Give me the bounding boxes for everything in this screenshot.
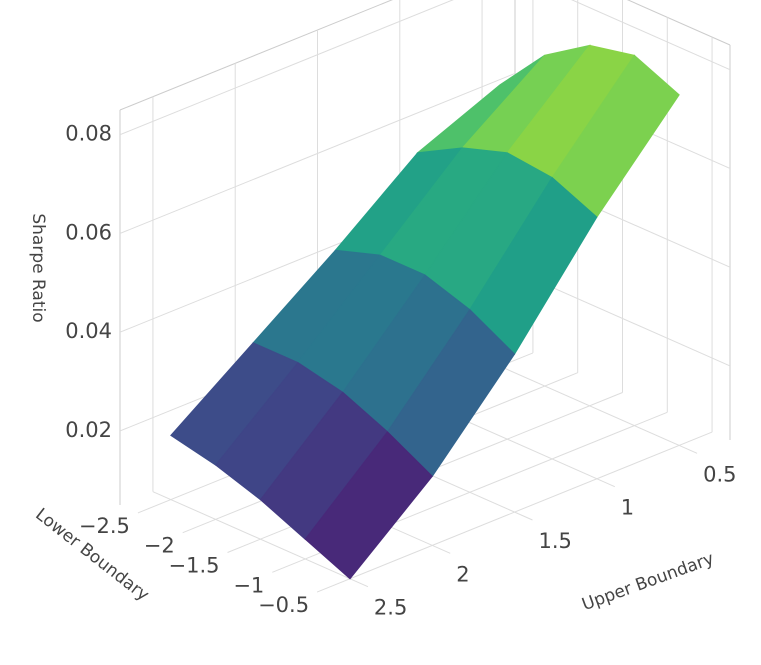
x-tick-label: −1 [233,573,264,597]
z-tick-label: 0.06 [65,220,112,244]
x-tick-label: −0.5 [258,593,309,617]
box-edge [626,0,731,46]
y-axis-title: Upper Boundary [579,549,716,615]
y-tick-label: 2.5 [374,596,407,620]
z-axis-title: Sharpe Ratio [28,213,48,322]
z-tick-label: 0.02 [65,418,112,442]
y-tick-label: 0.5 [703,462,736,486]
y-tick-label: 1.5 [539,529,572,553]
z-tick-label: 0.08 [65,122,112,146]
surface-patch [304,431,433,580]
grid-line [152,491,369,588]
z-tick-label: 0.04 [65,319,112,343]
x-tick-label: −1.5 [169,554,220,578]
x-tick-label: −2 [144,534,175,558]
y-tick-label: 1 [621,496,634,520]
grid-line [481,357,698,454]
x-tick-label: −2.5 [79,514,130,538]
y-tick-label: 2 [456,562,469,586]
